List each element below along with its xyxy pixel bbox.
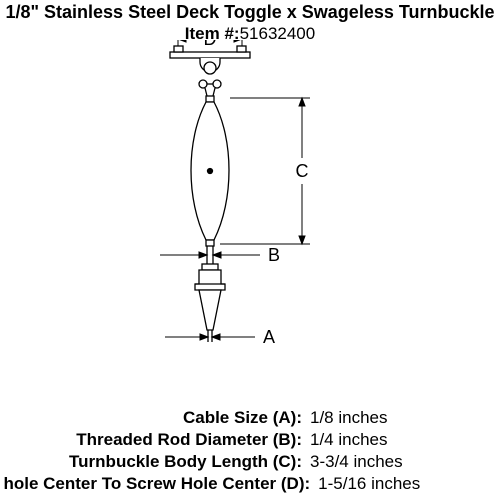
technical-diagram: D C B A [0, 40, 500, 360]
spec-row: crew hole Center To Screw Hole Center (D… [0, 474, 500, 494]
spec-value: 1/8 inches [310, 408, 388, 428]
spec-label: Threaded Rod Diameter (B): [0, 430, 310, 450]
dim-label-b: B [268, 245, 280, 265]
spec-label: crew hole Center To Screw Hole Center (D… [0, 474, 318, 494]
spec-row: Threaded Rod Diameter (B): 1/4 inches [0, 430, 500, 450]
spec-row: Turnbuckle Body Length (C): 3-3/4 inches [0, 452, 500, 472]
product-title: 1/8" Stainless Steel Deck Toggle x Swage… [0, 0, 500, 23]
spec-value: 3-3/4 inches [310, 452, 403, 472]
spec-row: Cable Size (A): 1/8 inches [0, 408, 500, 428]
spec-label: Turnbuckle Body Length (C): [0, 452, 310, 472]
dim-label-d: D [204, 40, 217, 49]
spec-value: 1/4 inches [310, 430, 388, 450]
dim-label-a: A [263, 327, 275, 347]
spec-label: Cable Size (A): [0, 408, 310, 428]
spec-value: 1-5/16 inches [318, 474, 420, 494]
spec-table: Cable Size (A): 1/8 inches Threaded Rod … [0, 406, 500, 496]
dim-label-c: C [296, 161, 309, 181]
